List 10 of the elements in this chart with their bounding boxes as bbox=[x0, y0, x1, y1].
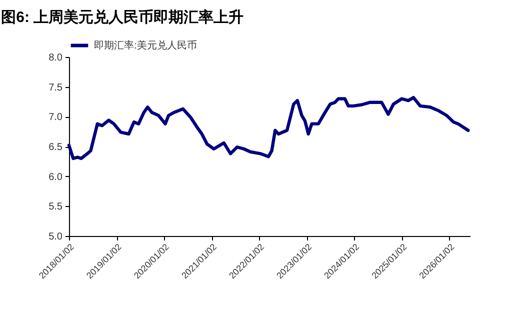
line-series bbox=[67, 96, 470, 160]
chart-title: 图6: 上周美元兑人民币即期汇率上升 bbox=[1, 8, 244, 26]
y-tick-label: 6.0 bbox=[48, 172, 63, 183]
y-tick-label: 7.0 bbox=[48, 112, 63, 124]
y-tick-label: 5.0 bbox=[48, 232, 63, 242]
y-tick-label: 5.5 bbox=[48, 202, 63, 213]
y-tick-label: 8.0 bbox=[48, 52, 63, 64]
y-tick-label: 6.5 bbox=[48, 142, 63, 153]
y-tick-label: 7.5 bbox=[48, 82, 63, 94]
legend-label: 即期汇率:美元兑人民币 bbox=[94, 40, 197, 52]
